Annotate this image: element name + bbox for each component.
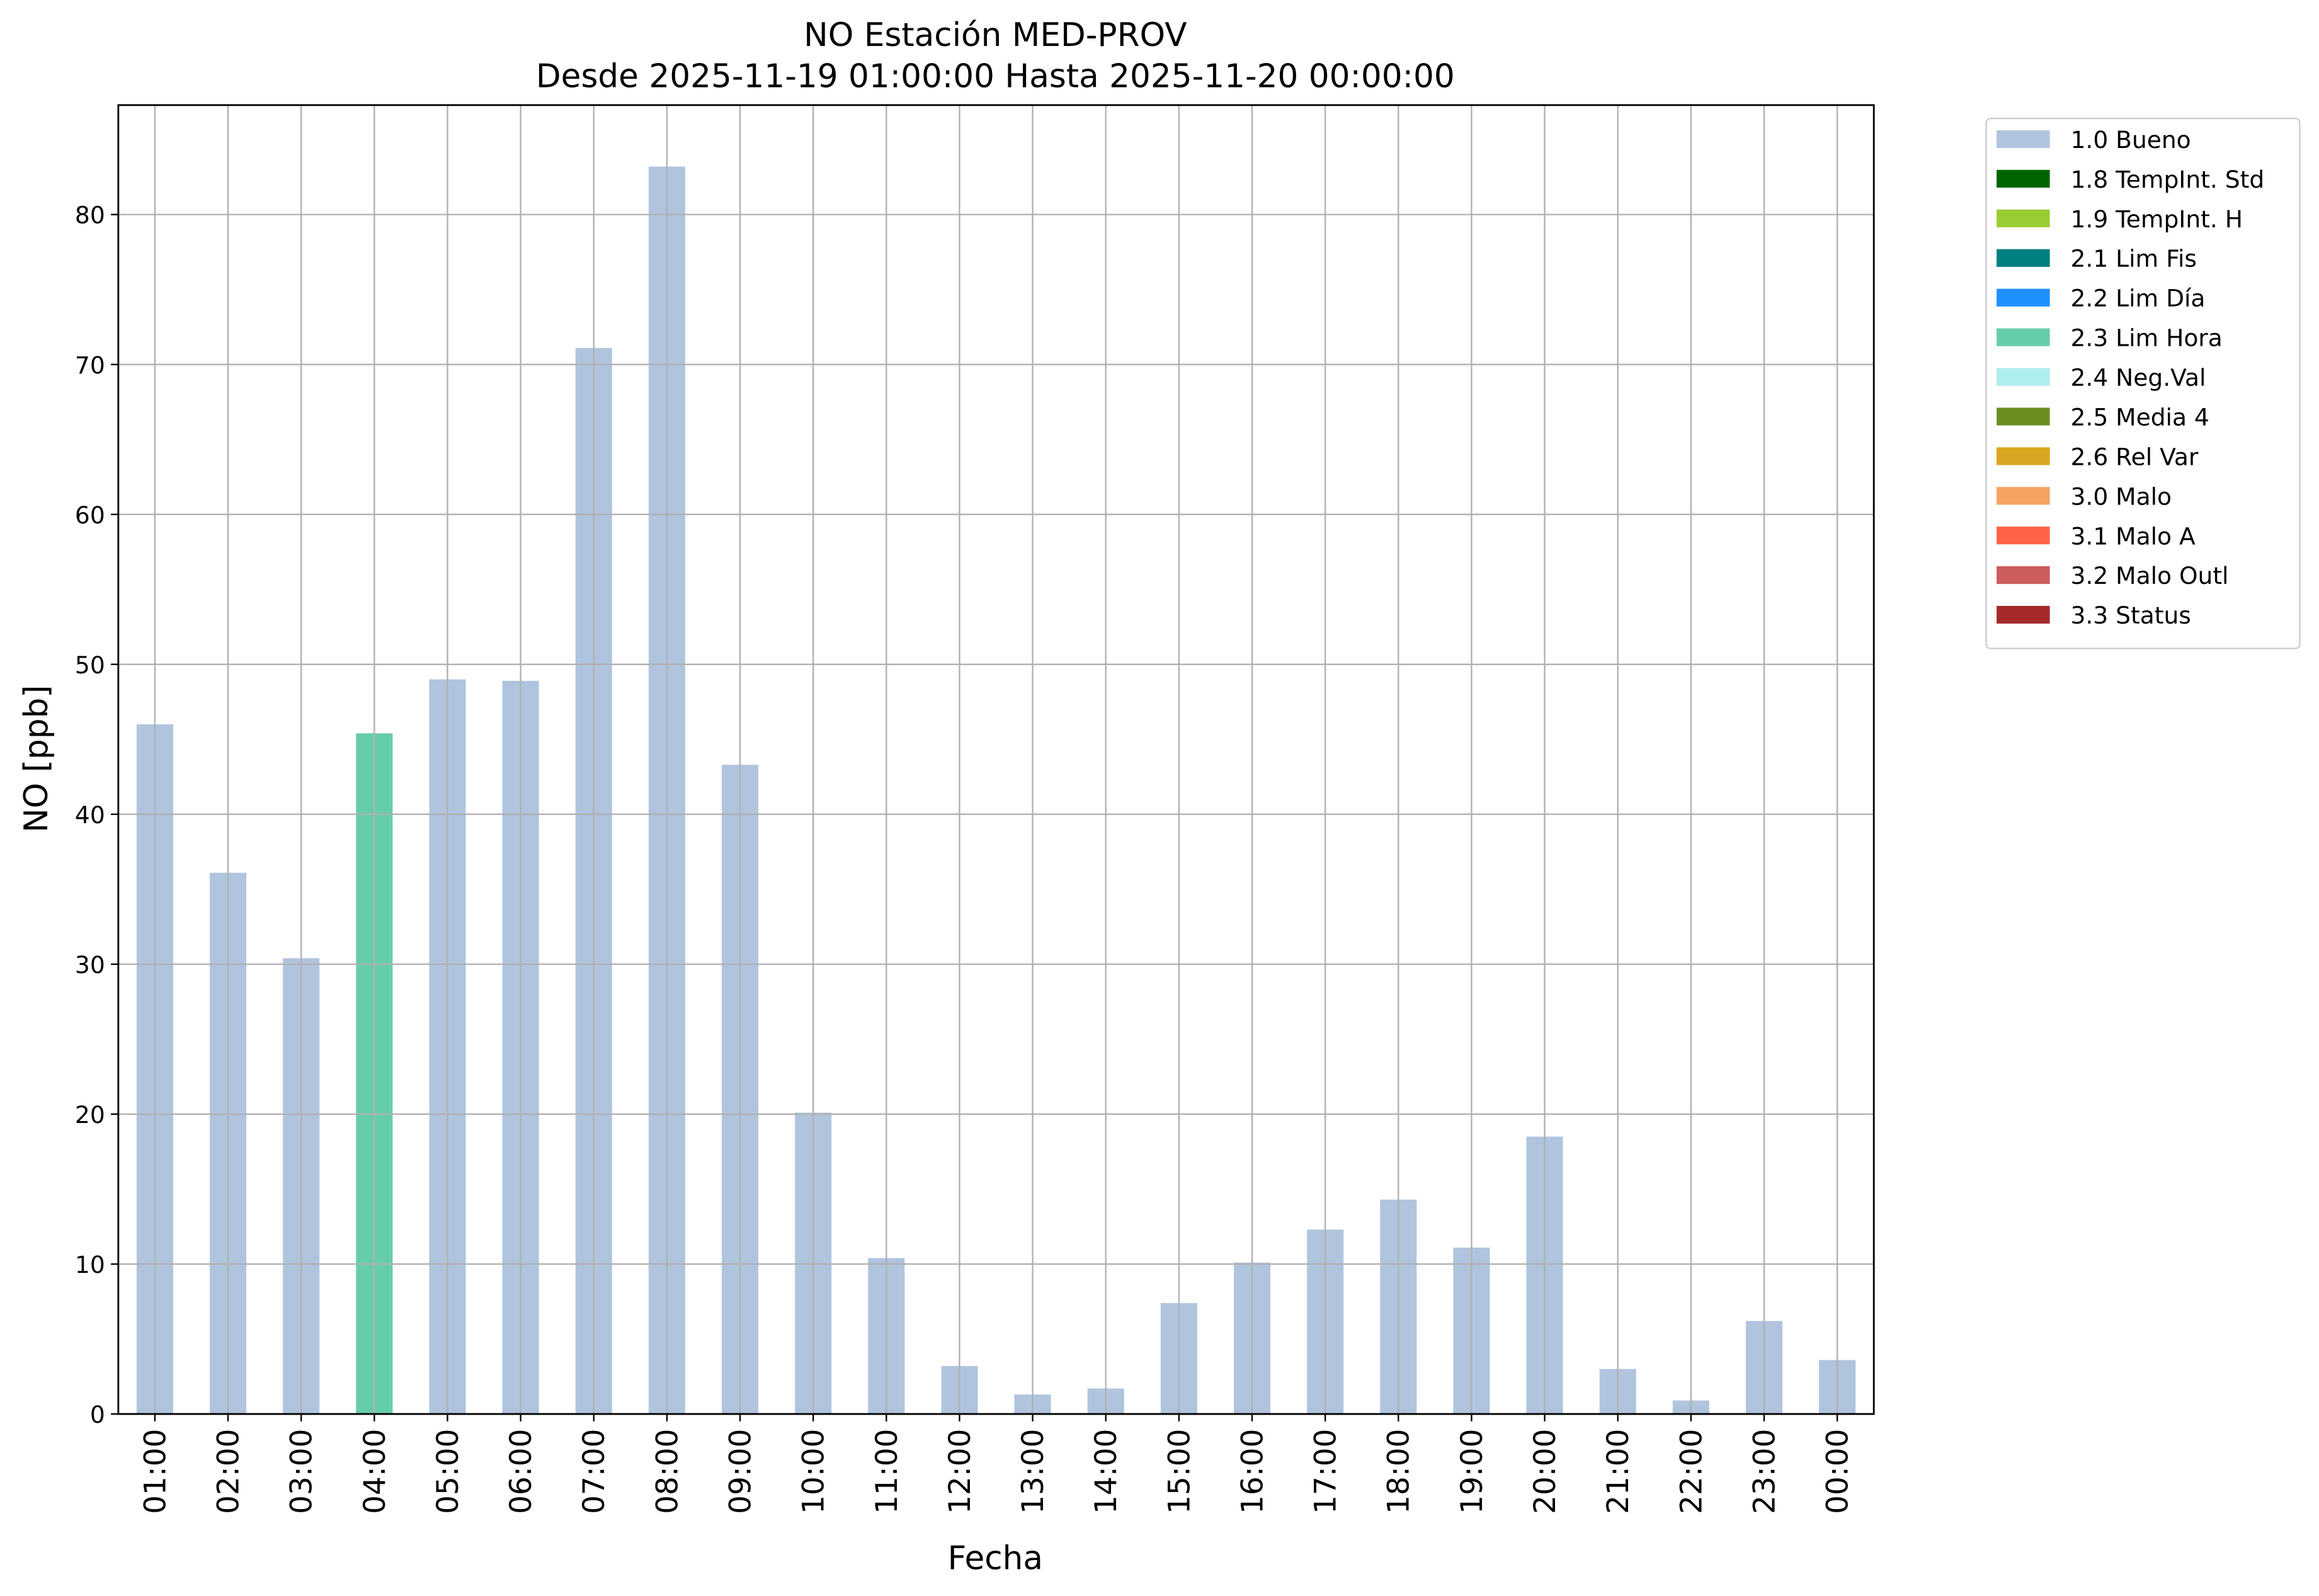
legend-swatch — [1997, 249, 2050, 267]
legend-label: 2.2 Lim Día — [2071, 285, 2206, 312]
legend-swatch — [1997, 408, 2050, 426]
y-tick-label: 0 — [90, 1401, 105, 1428]
y-axis-label: NO [ppb] — [18, 685, 55, 833]
x-tick-label: 20:00 — [1528, 1429, 1563, 1514]
legend-label: 1.9 TempInt. H — [2071, 205, 2243, 233]
x-tick-label: 15:00 — [1162, 1429, 1197, 1514]
y-tick-label: 30 — [75, 951, 105, 979]
x-tick-label: 13:00 — [1016, 1429, 1051, 1514]
x-tick-label: 18:00 — [1382, 1429, 1416, 1514]
x-tick-label: 23:00 — [1747, 1429, 1782, 1514]
x-axis-label: Fecha — [948, 1540, 1043, 1578]
x-tick-label: 16:00 — [1235, 1429, 1270, 1514]
legend-label: 3.0 Malo — [2071, 482, 2172, 510]
legend-swatch — [1997, 130, 2050, 148]
legend-swatch — [1997, 605, 2050, 624]
x-tick-label: 04:00 — [358, 1429, 392, 1514]
plot-frame — [117, 104, 1875, 1415]
legend-label: 2.4 Neg.Val — [2071, 364, 2206, 392]
x-tick-label: 06:00 — [504, 1429, 538, 1514]
x-tick-label: 02:00 — [212, 1429, 246, 1514]
legend-swatch — [1997, 447, 2050, 465]
y-tick-label: 70 — [75, 351, 105, 379]
legend-swatch — [1997, 566, 2050, 584]
legend-label: 2.5 Media 4 — [2071, 403, 2209, 431]
x-tick-label: 21:00 — [1601, 1429, 1636, 1514]
x-tick-label: 17:00 — [1309, 1429, 1343, 1514]
legend-swatch — [1997, 527, 2050, 545]
x-tick-label: 11:00 — [870, 1429, 904, 1514]
x-tick-label: 00:00 — [1821, 1429, 1855, 1514]
x-tick-label: 03:00 — [285, 1429, 319, 1514]
legend-swatch — [1997, 487, 2050, 505]
x-tick-label: 05:00 — [431, 1429, 465, 1514]
x-tick-label: 10:00 — [797, 1429, 831, 1514]
x-tick-label: 14:00 — [1089, 1429, 1124, 1514]
legend-label: 3.1 Malo A — [2071, 522, 2196, 550]
x-tick-label: 12:00 — [943, 1429, 977, 1514]
y-tick-label: 50 — [75, 651, 105, 679]
legend-label: 2.3 Lim Hora — [2071, 324, 2223, 352]
legend-label: 2.1 Lim Fis — [2071, 245, 2197, 273]
legend-swatch — [1997, 288, 2050, 307]
x-tick-label: 07:00 — [577, 1429, 612, 1514]
legend-swatch — [1997, 209, 2050, 227]
y-tick-label: 60 — [75, 501, 105, 529]
legend-label: 3.3 Status — [2071, 601, 2191, 629]
x-tick-label: 08:00 — [650, 1429, 685, 1514]
legend-label: 1.8 TempInt. Std — [2071, 166, 2265, 193]
legend-label: 3.2 Malo Outl — [2071, 562, 2229, 590]
y-tick-label: 40 — [75, 801, 105, 829]
x-tick-label: 01:00 — [138, 1429, 173, 1514]
legend-label: 1.0 Bueno — [2071, 126, 2191, 154]
chart-title: NO Estación MED-PROV — [804, 16, 1187, 54]
legend-swatch — [1997, 368, 2050, 386]
legend-swatch — [1997, 328, 2050, 346]
chart-subtitle: Desde 2025-11-19 01:00:00 Hasta 2025-11-… — [536, 58, 1455, 96]
x-tick-label: 19:00 — [1455, 1429, 1490, 1514]
legend-swatch — [1997, 169, 2050, 188]
legend-box — [1985, 117, 2301, 649]
y-tick-label: 20 — [75, 1101, 105, 1129]
x-tick-label: 09:00 — [723, 1429, 758, 1514]
y-tick-label: 80 — [75, 202, 105, 229]
legend-label: 2.6 Rel Var — [2071, 443, 2199, 470]
y-tick-label: 10 — [75, 1251, 105, 1279]
x-tick-label: 22:00 — [1674, 1429, 1709, 1514]
